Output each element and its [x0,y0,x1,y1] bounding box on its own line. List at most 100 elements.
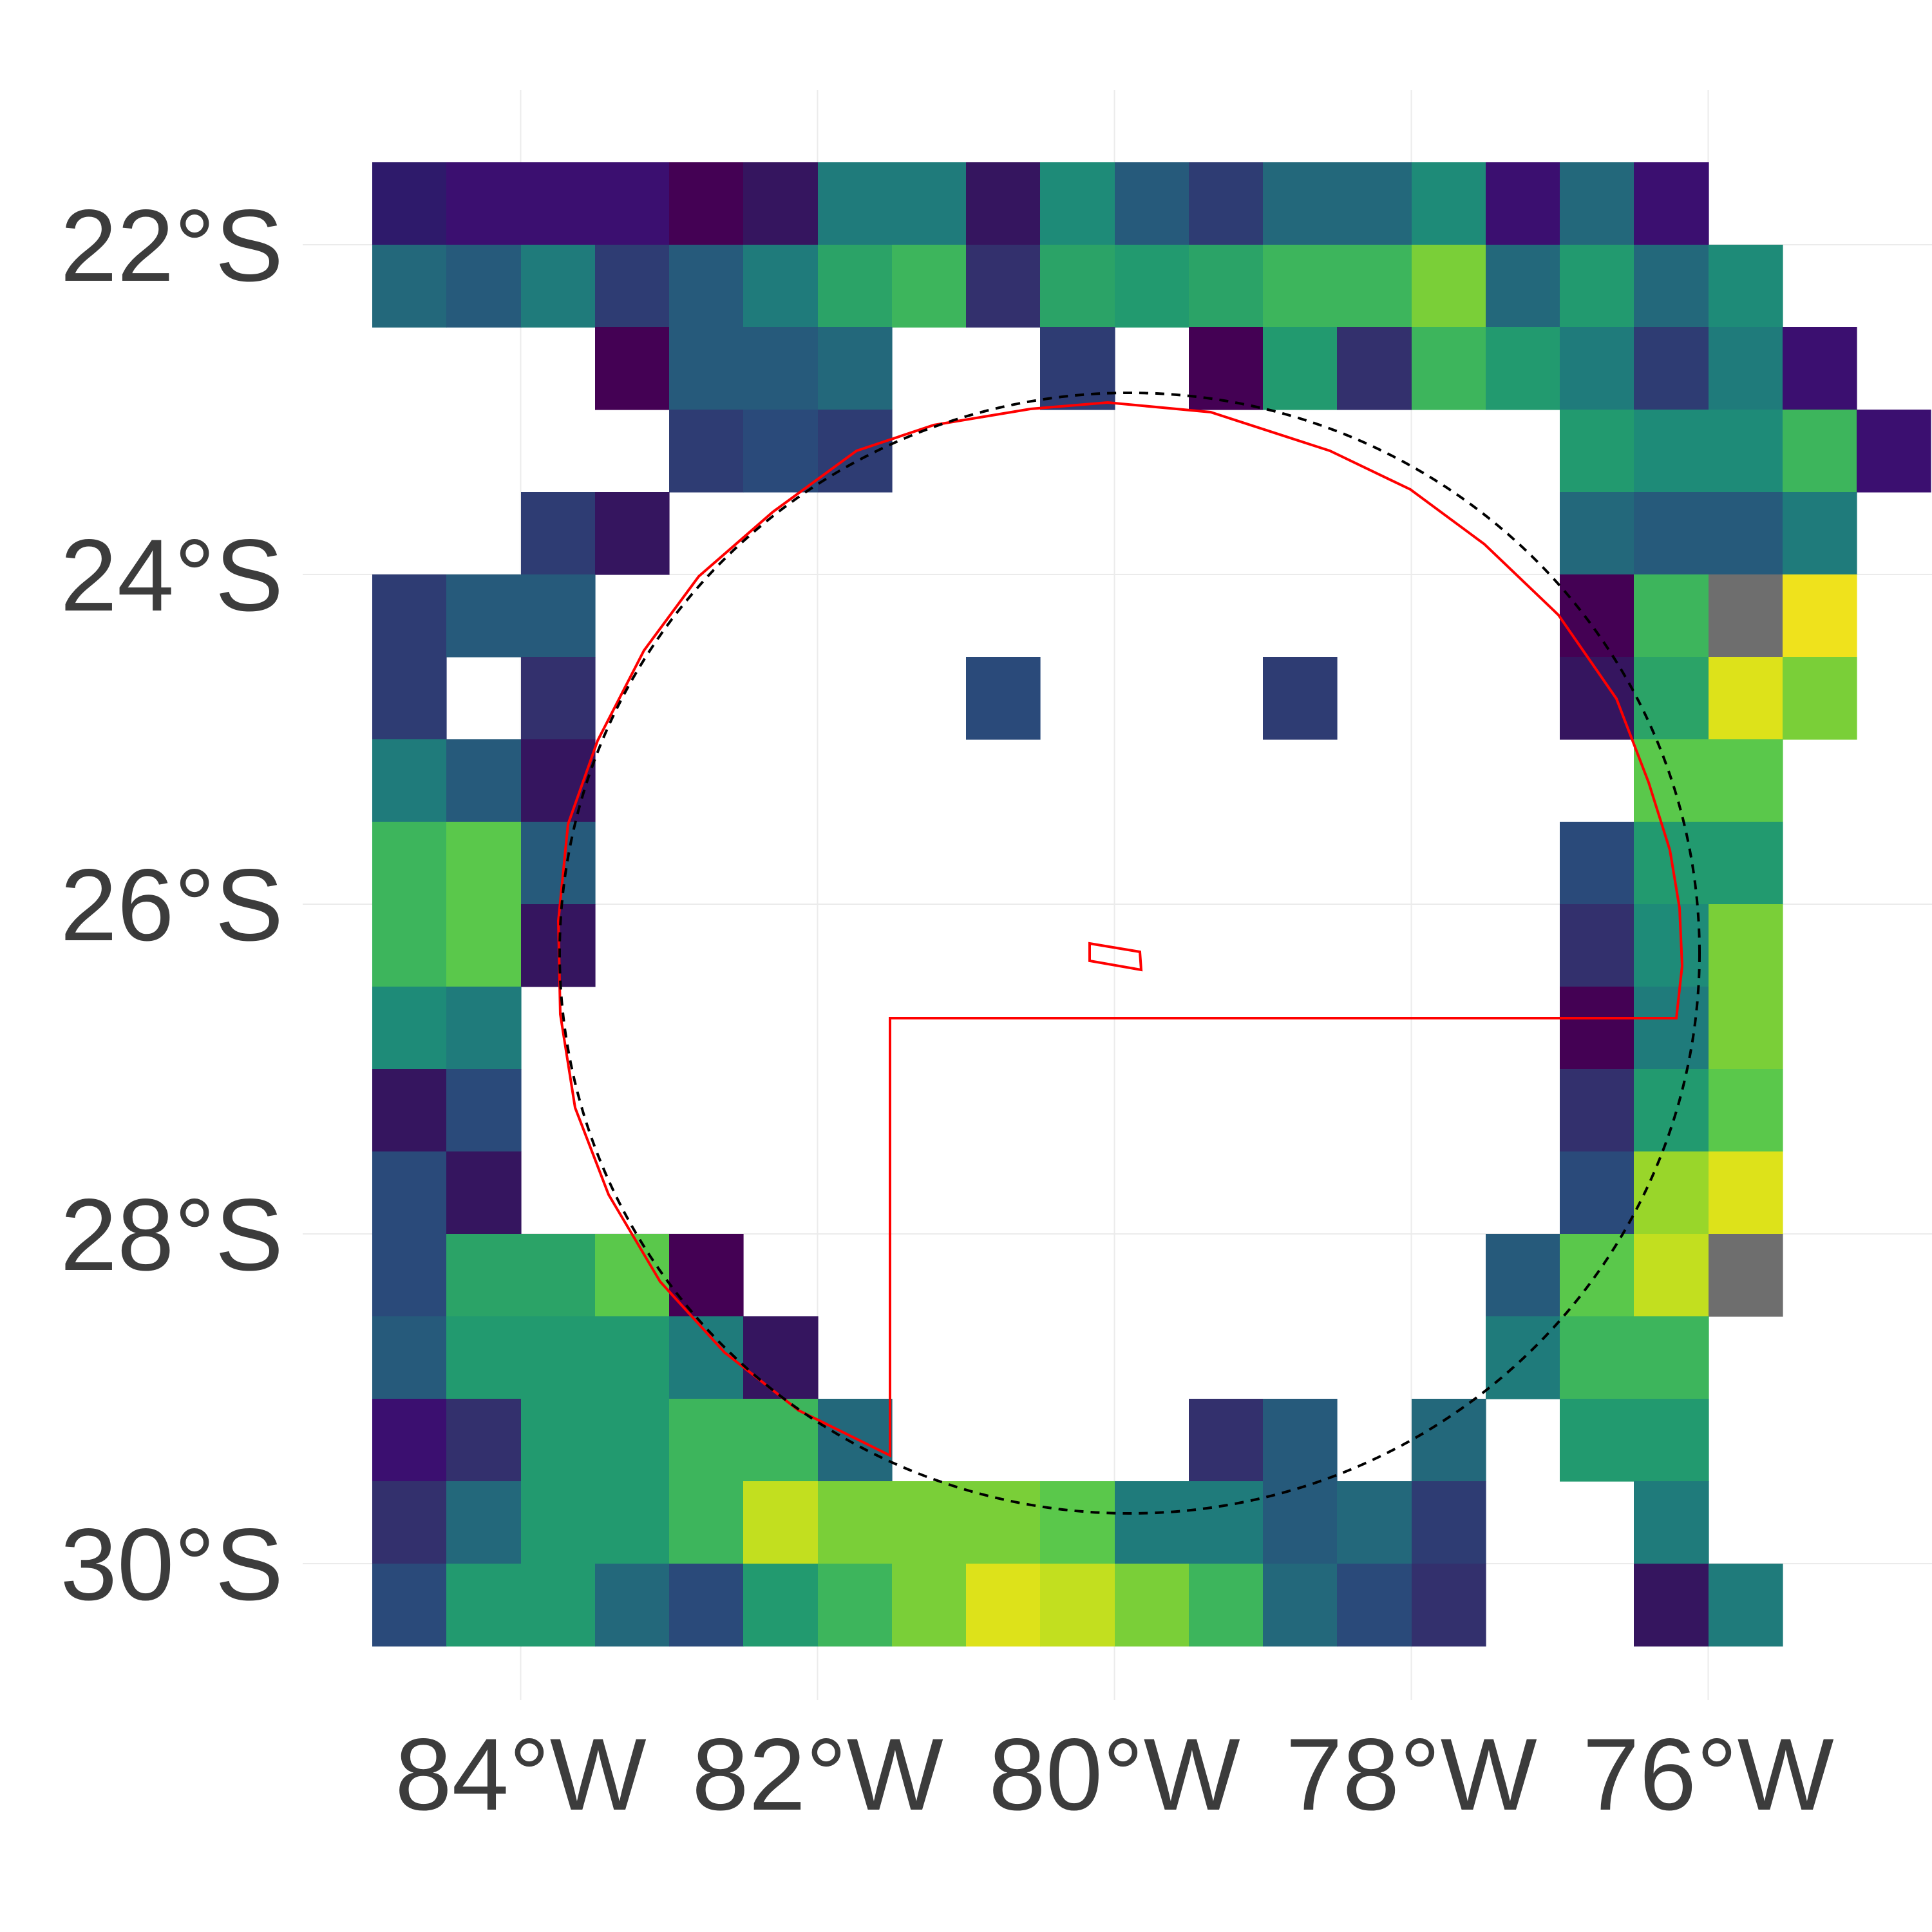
heatmap-cell [446,1481,522,1564]
heatmap-cell [446,1399,522,1482]
heatmap-cell [595,1399,670,1482]
y-tick-label: 22°S [61,188,284,303]
heatmap-cell [818,162,893,245]
heatmap-cell [743,327,819,410]
heatmap-cell [818,1399,893,1482]
y-tick-label: 28°S [61,1177,284,1292]
heatmap-cell [521,822,596,905]
heatmap-cell [966,162,1041,245]
heatmap-cell [521,657,596,740]
heatmap-cell [669,162,744,245]
heatmap-cell [521,574,596,658]
heatmap-cell [372,657,447,740]
heatmap-cell [595,1234,670,1317]
heatmap-cell [521,162,596,245]
heatmap-cell [669,1481,744,1564]
heatmap-cell [1560,1151,1634,1235]
heatmap-cell [1634,1069,1709,1152]
heatmap-cell [521,245,596,328]
heatmap-cell [372,1481,447,1564]
heatmap-cell [1560,822,1634,905]
heatmap-cell [372,904,447,987]
heatmap-cell [372,739,447,822]
heatmap-cell [818,1481,893,1564]
heatmap-cell [1709,410,1783,493]
heatmap-cell [1634,162,1709,245]
heatmap-cell [966,245,1041,328]
heatmap-cell [1040,1481,1115,1564]
heatmap-cell [1560,1316,1634,1399]
heatmap-cell [1634,904,1709,987]
heatmap-cell [1263,327,1338,410]
y-tick-label: 26°S [61,848,284,962]
heatmap-cell [1337,1564,1412,1647]
heatmap-cell [521,1481,596,1564]
x-tick-label: 78°W [1285,1717,1537,1832]
heatmap-cell [669,327,744,410]
x-tick-label: 82°W [692,1717,943,1832]
heatmap-cell [1263,657,1338,740]
heatmap-cell [446,1151,522,1235]
heatmap-cell [1560,410,1634,493]
heatmap-cell [1634,1234,1709,1317]
y-tick-label: 30°S [61,1507,284,1622]
heatmap-cell [372,987,447,1070]
heatmap-cell [1412,1481,1486,1564]
heatmap-cell [372,574,447,658]
heatmap-cell [1634,1316,1709,1399]
heatmap-cell [1337,327,1412,410]
heatmap-cell [446,822,522,905]
heatmap-cell [1783,574,1857,658]
heatmap-cell [446,1564,522,1647]
heatmap-cell [1634,657,1709,740]
heatmap-cell [446,162,522,245]
heatmap-cell [1783,327,1857,410]
heatmap-cell [1560,162,1634,245]
heatmap-cell [818,327,893,410]
heatmap-cell [1857,410,1931,493]
heatmap-cell [372,822,447,905]
heatmap-cell [1040,245,1115,328]
heatmap-cell [1189,245,1264,328]
heatmap-cell [1263,1481,1338,1564]
heatmap-cell [966,1564,1041,1647]
heatmap-cell [446,739,522,822]
heatmap-cell [1115,245,1189,328]
heatmap-cell [1412,162,1486,245]
study-region-outline [556,401,1684,1458]
heatmap-cell [1189,1481,1264,1564]
heatmap-cell [1337,245,1412,328]
heatmap-cell [595,327,670,410]
heatmap-cell [892,1481,967,1564]
heatmap-cell [743,1399,819,1482]
heatmap-cell [372,1151,447,1235]
heatmap-cell [743,162,819,245]
heatmap-cell [1709,327,1783,410]
heatmap-cell [372,1564,447,1647]
heatmap-cell [1634,739,1709,822]
x-tick-label: 76°W [1582,1717,1834,1832]
x-tick-label: 80°W [989,1717,1240,1832]
heatmap-cell [1560,904,1634,987]
heatmap-cell [1337,162,1412,245]
heatmap-cell [1634,327,1709,410]
heatmap-cell [743,1564,819,1647]
heatmap-cell [1263,162,1338,245]
heatmap-cell [1115,1564,1189,1647]
x-tick-label: 84°W [395,1717,647,1832]
heatmap-cell [1709,1069,1783,1152]
heatmap-cell [1709,245,1783,328]
heatmap-cell [1634,245,1709,328]
heatmap-cell [1486,245,1560,328]
heatmap-cell [446,1316,522,1399]
heatmap-cell [1560,1399,1634,1482]
heatmap-cell [1709,492,1783,575]
heatmap-cell [446,1069,522,1152]
island-outline [1088,942,1143,972]
heatmap-cell [1634,1481,1709,1564]
heatmap-cell [1709,739,1783,822]
heatmap-cell [1634,987,1709,1070]
heatmap-cell [1709,1564,1783,1647]
y-tick-label: 24°S [61,518,284,632]
heatmap-cell [1189,1564,1264,1647]
